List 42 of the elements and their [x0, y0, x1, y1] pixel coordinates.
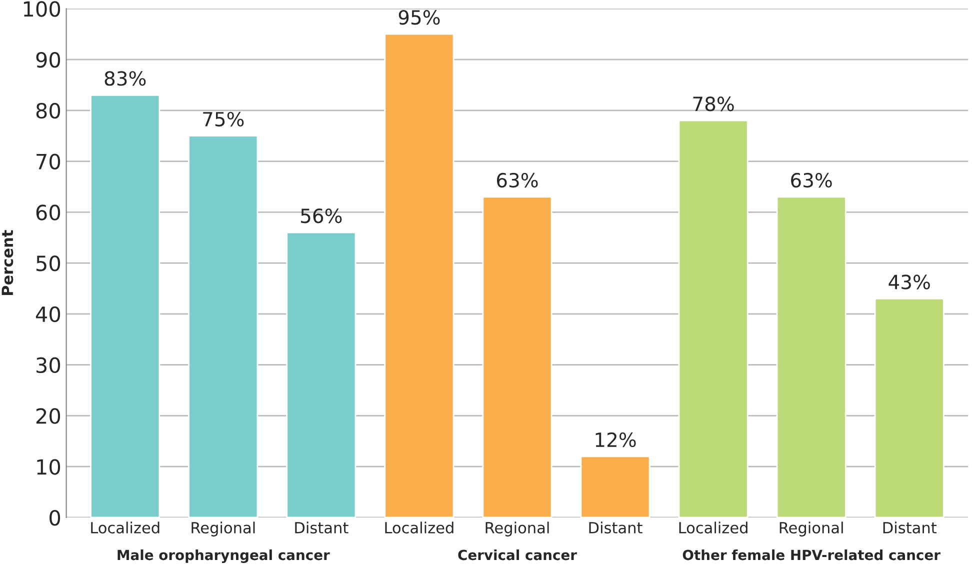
x-tick-label: Distant — [883, 522, 936, 534]
data-label: 56% — [301, 208, 342, 224]
x-tick-label: Distant — [589, 522, 642, 534]
bar — [286, 232, 356, 518]
x-tick-label: Distant — [295, 522, 348, 534]
x-tick-label: Localized — [679, 522, 748, 534]
y-tick-label: 60 — [36, 204, 60, 220]
y-tick-label: 20 — [36, 408, 60, 424]
y-tick-label: 50 — [36, 256, 60, 272]
x-tick-label: Regional — [486, 522, 549, 536]
bar — [678, 120, 748, 518]
x-tick-label: Regional — [780, 522, 843, 536]
bar — [776, 196, 846, 518]
data-label: 83% — [104, 71, 146, 86]
data-label: 78% — [693, 96, 734, 112]
x-tick-label: Localized — [91, 522, 160, 534]
text: Other female HPV-related cancer — [682, 549, 940, 560]
y-axis-title: Percent — [2, 230, 14, 296]
y-tick-label: 10 — [37, 459, 60, 475]
y-tick-label: 40 — [36, 306, 60, 322]
data-label: 95% — [398, 10, 440, 25]
data-label: 12% — [596, 432, 636, 448]
y-tick-label: 0 — [50, 510, 60, 526]
y-tick-label: 90 — [36, 52, 60, 68]
bar — [580, 456, 650, 518]
data-label: 75% — [203, 112, 244, 127]
bar — [90, 94, 160, 518]
y-tick-label: 100 — [24, 1, 60, 17]
data-label: 63% — [496, 172, 538, 188]
x-tick-label: Regional — [192, 522, 255, 536]
text: Cervical cancer — [458, 549, 577, 560]
y-tick-label: 30 — [36, 357, 60, 374]
x-tick-label: Localized — [385, 522, 454, 534]
y-tick-label: 70 — [36, 154, 60, 170]
data-label: 43% — [888, 274, 930, 290]
text: Male oropharyngeal cancer — [118, 549, 330, 563]
y-tick-label: 80 — [36, 102, 60, 119]
bar — [874, 298, 944, 518]
bar — [384, 33, 454, 518]
data-label: 63% — [791, 172, 832, 188]
bar — [188, 135, 258, 518]
bar — [482, 196, 552, 518]
